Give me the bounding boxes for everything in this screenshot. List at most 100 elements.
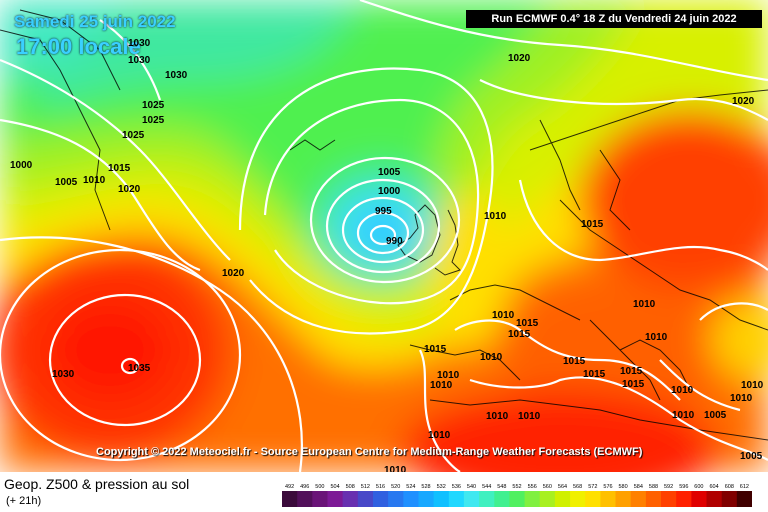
isobar-label: 1010 (518, 411, 541, 422)
isobar-label: 1020 (222, 268, 245, 279)
scale-swatch (418, 491, 435, 507)
scale-swatch (645, 491, 662, 507)
scale-swatch (554, 491, 571, 507)
isobar-label: 1020 (508, 53, 531, 64)
scale-swatch (327, 491, 344, 507)
scale-tick-label: 540 (467, 484, 476, 490)
scale-swatch (509, 491, 526, 507)
map-title: Geop. Z500 & pression au sol (4, 476, 190, 492)
scale-tick-label: 548 (497, 484, 506, 490)
scale-swatch (433, 491, 450, 507)
scale-swatch (297, 491, 313, 507)
scale-swatch (494, 491, 510, 507)
forecast-time: 17:00 locale (16, 34, 141, 59)
isobar-label: 1030 (52, 369, 75, 380)
scale-tick-label: 584 (634, 484, 643, 490)
map-canvas (0, 0, 768, 472)
isobar-label: 1035 (128, 363, 151, 374)
isobar-label: 1010 (486, 411, 509, 422)
isobar-label: 1030 (165, 70, 188, 81)
scale-tick-label: 580 (619, 484, 628, 490)
isobar-label: 1005 (378, 167, 401, 178)
isobars (0, 0, 768, 472)
isobar-label: 1015 (516, 318, 539, 329)
scale-tick-label: 596 (679, 484, 688, 490)
isobar-label: 1015 (620, 366, 643, 377)
scale-swatch (676, 491, 692, 507)
scale-tick-label: 524 (406, 484, 415, 490)
isobar-label: 1015 (508, 329, 531, 340)
scale-swatch (342, 491, 359, 507)
isobar-label: 1015 (622, 379, 645, 390)
isobar-label: 1010 (645, 332, 668, 343)
scale-tick-label: 560 (543, 484, 552, 490)
isobar-label: 1025 (122, 130, 145, 141)
isobar-label: 1020 (732, 96, 755, 107)
scale-tick-label: 568 (573, 484, 582, 490)
scale-swatch (539, 491, 556, 507)
isobar-label: 1010 (428, 430, 451, 441)
isobar-label: 1030 (128, 38, 151, 49)
isobar-label: 1010 (480, 352, 503, 363)
isobar-label: 1020 (118, 184, 141, 195)
scale-tick-label: 500 (315, 484, 324, 490)
geopotential-field (0, 0, 768, 472)
isobar-label: 1015 (563, 356, 586, 367)
isobar-label: 1015 (583, 369, 606, 380)
scale-tick-label: 576 (603, 484, 612, 490)
scale-tick-label: 572 (588, 484, 597, 490)
isobar-label: 1030 (128, 55, 151, 66)
scale-swatch (630, 491, 647, 507)
scale-swatch (357, 491, 374, 507)
scale-swatch (388, 491, 404, 507)
isobar-label: 1010 (384, 465, 407, 476)
scale-tick-label: 532 (437, 484, 446, 490)
forecast-date: Samedi 25 juin 2022 (14, 12, 176, 31)
scale-swatch (721, 491, 738, 507)
scale-swatch (403, 491, 419, 507)
isobar-label: 1010 (492, 310, 515, 321)
isobar-label: 1015 (108, 163, 131, 174)
scale-tick-label: 552 (512, 484, 521, 490)
scale-swatch (706, 491, 723, 507)
scale-swatch (373, 491, 389, 507)
isobar-label: 1010 (430, 380, 453, 391)
scale-tick-label: 604 (710, 484, 719, 490)
isobar-label: 1005 (55, 177, 78, 188)
scale-swatch (600, 491, 617, 507)
isobar-label: 1010 (741, 380, 764, 391)
isobar-label: 1010 (671, 385, 694, 396)
scale-tick-label: 508 (346, 484, 355, 490)
scale-tick-label: 536 (452, 484, 461, 490)
scale-tick-label: 544 (482, 484, 491, 490)
scale-swatch (479, 491, 495, 507)
isobar-label: 995 (375, 206, 392, 217)
isobar-label: 1010 (437, 370, 460, 381)
scale-swatch (282, 491, 298, 507)
scale-tick-label: 512 (361, 484, 370, 490)
isobar-label: 1005 (704, 410, 727, 421)
scale-swatch (570, 491, 586, 507)
lead-time: (+ 21h) (6, 495, 42, 507)
isobar-label: 1005 (740, 451, 763, 462)
scale-tick-label: 608 (725, 484, 734, 490)
isobar-label: 1010 (633, 299, 656, 310)
scale-tick-label: 492 (285, 484, 294, 490)
isobar-label: 1010 (672, 410, 695, 421)
isobar-label: 1010 (484, 211, 507, 222)
scale-tick-label: 520 (391, 484, 400, 490)
scale-swatch (736, 491, 752, 507)
isobar-label: 1015 (581, 219, 604, 230)
isobar-label: 1000 (378, 186, 401, 197)
scale-swatch (448, 491, 465, 507)
scale-swatch (585, 491, 601, 507)
isobar-label: 990 (386, 236, 403, 247)
scale-tick-label: 564 (558, 484, 567, 490)
isobar-label: 1010 (83, 175, 106, 186)
isobar-label: 1025 (142, 100, 165, 111)
scale-tick-label: 528 (421, 484, 430, 490)
scale-tick-label: 516 (376, 484, 385, 490)
copyright-notice: Copyright © 2022 Meteociel.fr - Source E… (96, 446, 643, 458)
scale-tick-label: 592 (664, 484, 673, 490)
scale-tick-label: 504 (331, 484, 340, 490)
